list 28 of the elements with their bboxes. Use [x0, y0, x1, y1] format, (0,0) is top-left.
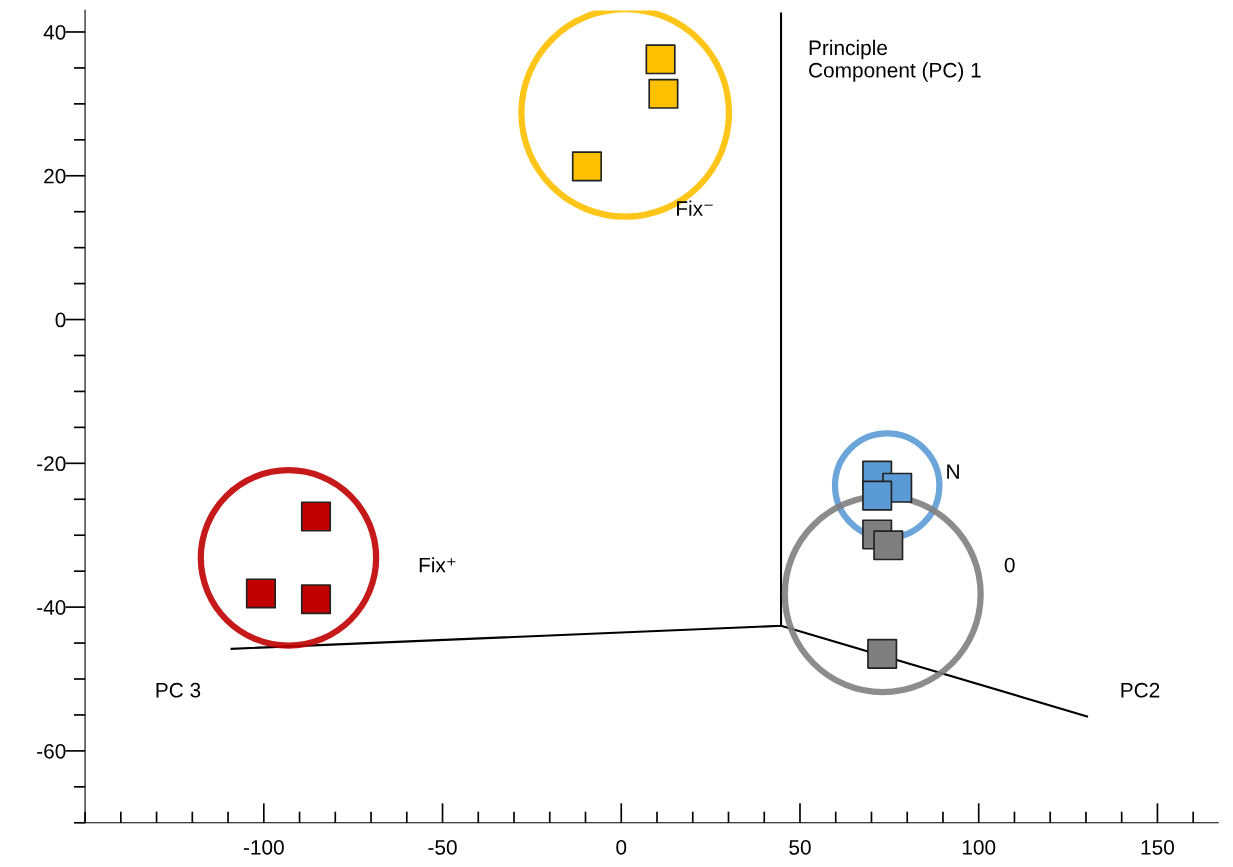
y-tick-label: -60 — [37, 743, 66, 759]
y-tick-label: 0 — [55, 312, 66, 328]
line-series — [230, 12, 1089, 718]
point — [873, 530, 904, 561]
y-tick-label: -40 — [37, 600, 66, 615]
x-tick-label: 100 — [962, 840, 996, 855]
y-tick-label: -20 — [37, 456, 66, 472]
annotation: Fix⁻ — [677, 200, 713, 216]
y-tick-label: 20 — [44, 168, 66, 184]
x-tick-label: -50 — [428, 840, 457, 855]
annotation: N — [947, 464, 959, 479]
point — [648, 78, 679, 109]
x-tick-label: 50 — [789, 840, 811, 855]
y-tick-label: 40 — [43, 24, 66, 40]
point — [300, 501, 332, 532]
point — [867, 638, 898, 669]
point — [645, 44, 676, 75]
x-tick-label: -100 — [243, 840, 284, 855]
point — [571, 151, 603, 182]
x-tick-label: 0 — [616, 840, 627, 855]
annotation: 0 — [1004, 557, 1015, 573]
point — [245, 578, 277, 609]
point — [300, 584, 332, 615]
x-tick-label: 150 — [1141, 840, 1174, 855]
annotation: PC 3 — [156, 682, 201, 698]
annotation: PC2 — [1121, 682, 1160, 698]
annotation: Principle Component (PC) 1 — [809, 39, 981, 82]
annotation: Fix⁺ — [419, 557, 456, 573]
